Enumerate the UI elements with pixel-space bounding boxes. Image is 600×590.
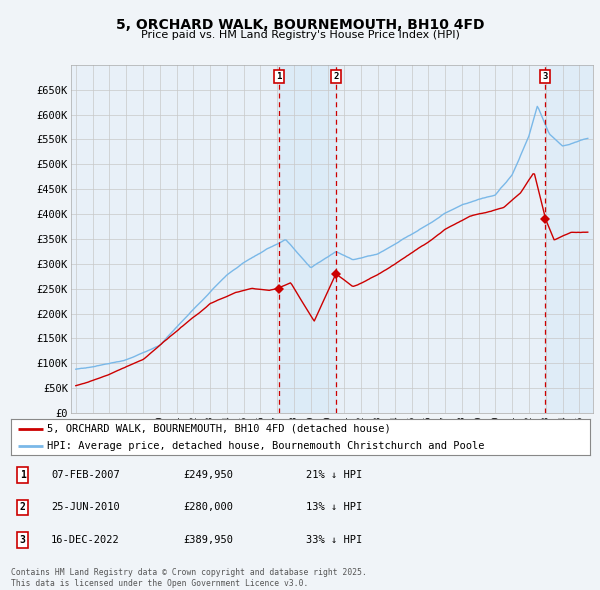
Text: HPI: Average price, detached house, Bournemouth Christchurch and Poole: HPI: Average price, detached house, Bour… xyxy=(47,441,484,451)
Text: Contains HM Land Registry data © Crown copyright and database right 2025.
This d: Contains HM Land Registry data © Crown c… xyxy=(11,568,367,588)
Bar xyxy=(279,65,336,413)
Text: 33% ↓ HPI: 33% ↓ HPI xyxy=(306,535,362,545)
Text: Price paid vs. HM Land Registry's House Price Index (HPI): Price paid vs. HM Land Registry's House … xyxy=(140,30,460,40)
Text: £280,000: £280,000 xyxy=(183,503,233,512)
Text: 2: 2 xyxy=(334,71,338,81)
Bar xyxy=(545,65,593,413)
Text: 3: 3 xyxy=(542,71,548,81)
Text: 5, ORCHARD WALK, BOURNEMOUTH, BH10 4FD (detached house): 5, ORCHARD WALK, BOURNEMOUTH, BH10 4FD (… xyxy=(47,424,391,434)
Text: 25-JUN-2010: 25-JUN-2010 xyxy=(51,503,120,512)
Text: 21% ↓ HPI: 21% ↓ HPI xyxy=(306,470,362,480)
Text: 1: 1 xyxy=(20,470,26,480)
Text: 2: 2 xyxy=(20,503,26,512)
Text: £249,950: £249,950 xyxy=(183,470,233,480)
Text: 3: 3 xyxy=(20,535,26,545)
Text: 5, ORCHARD WALK, BOURNEMOUTH, BH10 4FD: 5, ORCHARD WALK, BOURNEMOUTH, BH10 4FD xyxy=(116,18,484,32)
Text: 13% ↓ HPI: 13% ↓ HPI xyxy=(306,503,362,512)
Text: 07-FEB-2007: 07-FEB-2007 xyxy=(51,470,120,480)
Text: 1: 1 xyxy=(276,71,281,81)
Text: 16-DEC-2022: 16-DEC-2022 xyxy=(51,535,120,545)
Text: £389,950: £389,950 xyxy=(183,535,233,545)
